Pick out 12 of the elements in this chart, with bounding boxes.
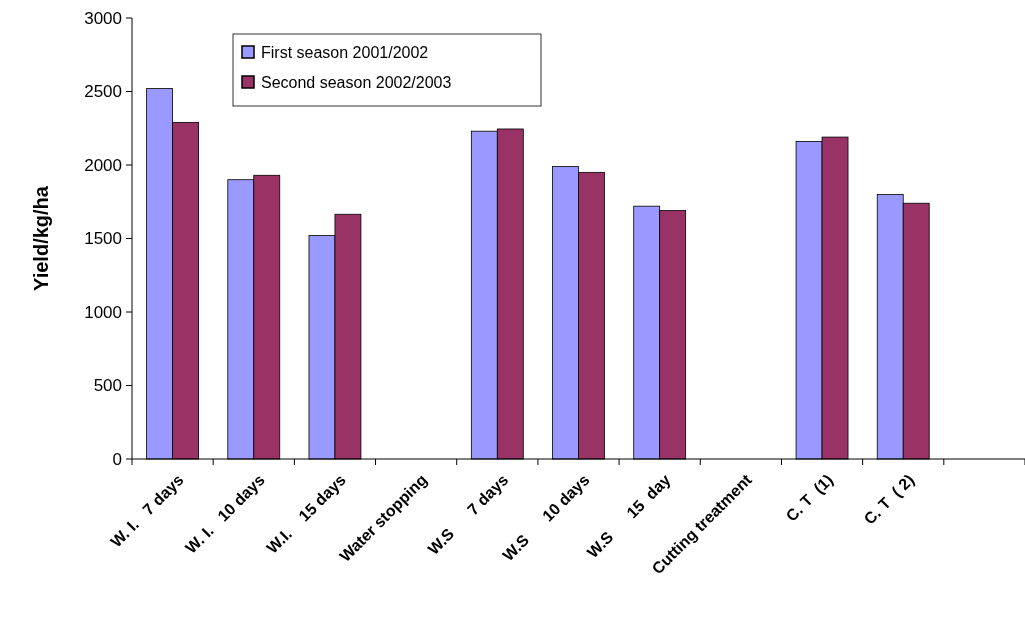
x-tick-label: C. T (1) (782, 471, 837, 525)
y-axis-title: Yield/kg/ha (30, 185, 52, 291)
y-tick-label: 2500 (84, 82, 122, 102)
x-tick-label: C. T ( 2) (860, 471, 918, 528)
y-tick-label: 500 (93, 376, 122, 396)
y-tick-label: 3000 (84, 8, 122, 28)
legend-label: First season 2001/2002 (261, 43, 429, 61)
y-tick-label: 1500 (84, 229, 122, 249)
y-tick-label: 1000 (84, 302, 122, 322)
y-tick-label: 0 (112, 449, 122, 469)
y-tick-label: 2000 (84, 155, 122, 175)
legend-label: Second season 2002/2003 (261, 73, 452, 91)
